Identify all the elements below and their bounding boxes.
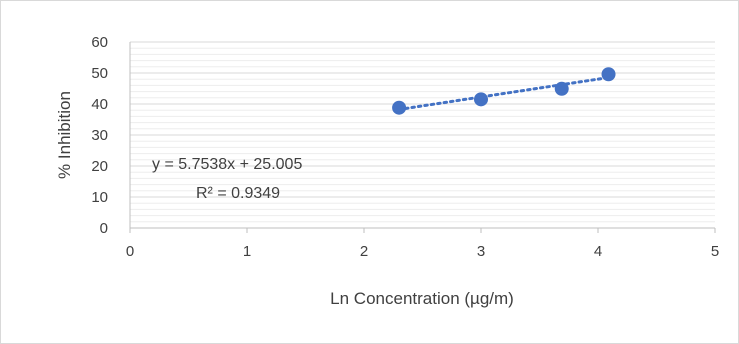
gridlines <box>130 41 715 223</box>
y-tick-label: 30 <box>91 127 108 144</box>
data-point <box>474 92 488 107</box>
x-tick-label: 0 <box>126 243 134 260</box>
x-tick-label: 4 <box>594 243 602 260</box>
y-tick-label: 0 <box>100 220 108 237</box>
y-tick-label: 40 <box>91 96 108 113</box>
y-tick-label: 20 <box>91 158 108 175</box>
y-tick-label: 50 <box>91 65 108 82</box>
y-tick-label: 60 <box>91 34 108 51</box>
data-point <box>392 100 407 115</box>
data-point <box>554 81 569 96</box>
x-tick-label: 1 <box>243 243 251 260</box>
axes <box>129 42 716 233</box>
equation-label: y = 5.7538x + 25.005 <box>152 156 302 173</box>
x-tick-label: 3 <box>477 243 485 260</box>
trendline-group <box>397 76 611 111</box>
x-tick-label: 5 <box>711 243 719 260</box>
x-tick-label: 2 <box>360 243 368 260</box>
x-axis-title: Ln Concentration (µg/m) <box>330 289 514 308</box>
trendline <box>397 76 611 111</box>
r-squared-label: R² = 0.9349 <box>196 185 280 202</box>
y-tick-label: 10 <box>91 189 108 206</box>
data-points <box>392 67 616 115</box>
y-axis-title: % Inhibition <box>55 91 74 179</box>
data-point <box>601 67 616 82</box>
